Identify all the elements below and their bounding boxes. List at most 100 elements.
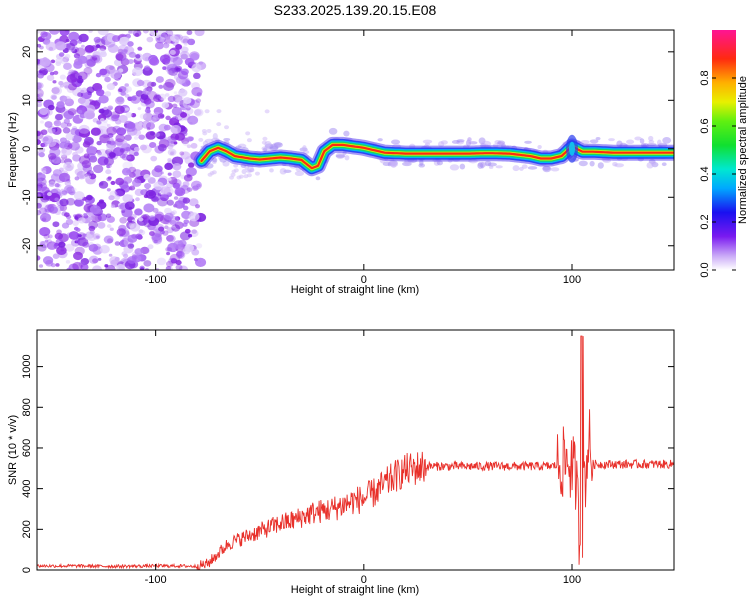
noise-speckle-dot	[60, 148, 67, 154]
noise-speckle-dot	[137, 46, 143, 51]
ridge-halo-dot	[578, 160, 588, 167]
noise-speckle-dot	[143, 260, 152, 267]
noise-speckle-dot	[149, 57, 160, 66]
noise-speckle-dot	[159, 36, 166, 42]
noise-speckle-dot	[93, 36, 101, 43]
ridge-halo-dot	[273, 142, 283, 148]
noise-speckle-dot	[140, 93, 149, 100]
noise-speckle-dot	[165, 260, 174, 267]
noise-speckle-dot	[112, 146, 124, 157]
noise-speckle-dot	[58, 80, 64, 86]
ridge-halo-dot	[344, 155, 350, 161]
x-tick-label: 0	[361, 274, 367, 286]
noise-speckle-dot	[109, 137, 114, 142]
noise-speckle-dot	[103, 106, 108, 110]
noise-speckle-dot	[171, 106, 182, 116]
noise-speckle-dot	[44, 204, 55, 213]
colorbar-ticks: 0.0 0.2 0.4 0.6 0.8	[699, 70, 736, 278]
noise-speckle-dot	[98, 108, 105, 114]
ridge-halo-dot	[634, 136, 642, 141]
noise-speckle-dot	[124, 85, 132, 93]
noise-speckle-dot	[124, 107, 130, 111]
ridge-halo-dot	[294, 170, 305, 176]
noise-speckle-dot	[106, 144, 115, 152]
noise-speckle-dot	[167, 177, 172, 181]
noise-speckle-dot	[134, 32, 140, 37]
noise-speckle-dot	[106, 238, 114, 244]
noise-speckle-dot	[204, 109, 210, 114]
ridge-halo-dot	[589, 139, 599, 144]
noise-speckle-dot	[165, 93, 170, 97]
noise-speckle-dot	[55, 113, 63, 121]
noise-speckle-dot	[38, 264, 44, 268]
noise-speckle-dot	[37, 59, 41, 65]
ridge-halo-dot	[537, 144, 542, 150]
noise-speckle-dot	[72, 261, 83, 270]
noise-speckle-dot	[188, 198, 199, 207]
colorbar: 0.0 0.2 0.4 0.6 0.8 Normalized spectral ampl…	[699, 30, 749, 278]
noise-speckle-dot	[151, 234, 163, 243]
spectrogram-y-axis-label: Frequency (Hz)	[7, 112, 19, 188]
noise-speckle-dot	[107, 105, 114, 111]
noise-speckle-dot	[38, 147, 46, 153]
noise-speckle-dot	[190, 53, 200, 61]
noise-speckle-dot	[133, 151, 139, 157]
noise-speckle-dot	[40, 213, 52, 223]
noise-speckle-dot	[78, 155, 90, 165]
noise-speckle-dot	[148, 215, 156, 221]
noise-speckle-dot	[262, 136, 268, 141]
noise-speckle-dot	[122, 161, 133, 171]
noise-speckle-dot	[86, 86, 95, 94]
noise-speckle-dot	[174, 187, 186, 197]
noise-speckle-dot	[104, 264, 109, 268]
noise-speckle-dot	[127, 256, 137, 264]
noise-speckle-dot	[229, 175, 235, 180]
noise-speckle-dot	[174, 200, 185, 209]
noise-speckle-dot	[62, 127, 71, 134]
noise-speckle-dot	[86, 58, 95, 66]
noise-speckle-dot	[141, 79, 152, 88]
noise-speckle-dot	[73, 191, 85, 200]
noise-speckle-dot	[64, 140, 71, 145]
snr-series-line	[37, 335, 674, 570]
noise-speckle-dot	[37, 89, 41, 94]
noise-speckle-dot	[116, 263, 126, 270]
y-tick-label: 200	[21, 520, 33, 538]
noise-speckle-dot	[92, 258, 99, 264]
ridge-halo-dot	[422, 139, 433, 144]
noise-speckle-dot	[65, 38, 70, 43]
ridge-halo-dot	[612, 162, 618, 167]
noise-speckle-dot	[37, 93, 40, 98]
noise-speckle-dot	[125, 146, 131, 152]
noise-speckle-dot	[179, 51, 190, 60]
y-tick-label: -20	[21, 238, 33, 254]
noise-speckle-dot	[71, 187, 77, 192]
ridge-halo-dot	[264, 141, 272, 148]
noise-speckle-dot	[163, 53, 170, 59]
noise-speckle-dot	[99, 118, 105, 122]
colorbar-tick-label: 0.0	[699, 262, 711, 277]
noise-speckle-dot	[48, 206, 59, 214]
noise-speckle-dot	[172, 103, 178, 109]
noise-speckle-dot	[106, 224, 112, 228]
ridge-halo-dot	[484, 160, 492, 167]
noise-speckle-dot	[103, 156, 115, 166]
noise-speckle-dot	[92, 118, 99, 123]
noise-speckle-dot	[119, 148, 126, 153]
noise-speckle-dot	[78, 124, 90, 134]
noise-speckle-dot	[56, 101, 65, 109]
noise-speckle-dot	[49, 30, 60, 35]
noise-speckle-dot	[49, 71, 55, 76]
noise-speckle-dot	[65, 132, 75, 141]
noise-speckle-dot	[146, 122, 156, 130]
noise-speckle-dot	[167, 158, 172, 162]
noise-speckle-dot	[164, 78, 176, 88]
colorbar-tick-label: 0.2	[699, 214, 711, 229]
noise-speckle-dot	[108, 195, 115, 201]
noise-speckle-dot	[65, 259, 71, 264]
noise-speckle-dot	[44, 121, 53, 128]
noise-speckle-dot	[96, 89, 105, 97]
noise-speckle-dot	[50, 59, 56, 64]
noise-speckle-dot	[132, 67, 143, 77]
